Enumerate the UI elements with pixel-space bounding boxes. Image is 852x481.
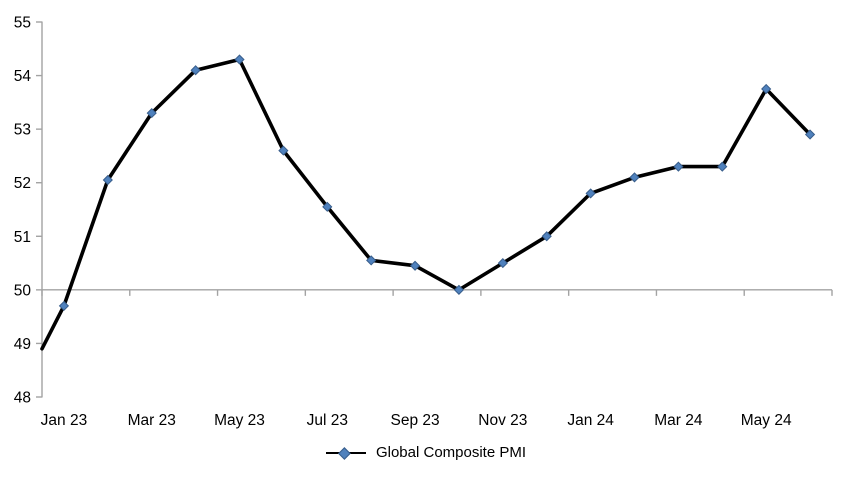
data-point-marker <box>409 260 421 271</box>
data-point-marker <box>585 188 596 199</box>
x-axis-tick-label: Sep 23 <box>390 412 439 429</box>
data-point-marker <box>541 231 552 242</box>
data-point-marker <box>278 145 289 156</box>
data-point-marker <box>804 129 816 140</box>
x-axis-tick-label: May 23 <box>214 412 265 429</box>
data-point-marker <box>761 83 772 95</box>
y-axis-tick-label: 51 <box>14 229 31 246</box>
data-point-marker <box>322 201 333 212</box>
y-axis-tick-label: 50 <box>14 282 32 299</box>
data-point-marker <box>190 65 201 76</box>
legend-label: Global Composite PMI <box>375 444 527 461</box>
data-point-marker <box>629 172 640 183</box>
x-axis-tick-label: Jul 23 <box>307 412 348 429</box>
data-point-marker <box>717 161 728 172</box>
y-axis-tick-label: 49 <box>14 336 31 353</box>
data-point-marker <box>453 284 465 295</box>
x-axis-tick-label: May 24 <box>741 412 792 429</box>
data-point-marker <box>58 300 70 312</box>
plot-area-svg: 48 49 50 51 52 53 54 55 Jan 23 Mar 23 May 23 Jul 23… <box>14 15 833 429</box>
y-axis-tick-label: 52 <box>14 175 31 192</box>
x-axis-tick-label: Mar 24 <box>654 412 703 429</box>
legend-line-sample <box>325 446 366 460</box>
legend: Global Composite PMI <box>0 442 852 464</box>
data-point-marker <box>102 174 113 186</box>
x-axis-tick-label: Mar 23 <box>128 412 176 429</box>
y-axis-tick-label: 48 <box>14 390 31 407</box>
data-point-marker <box>366 255 377 266</box>
y-axis-tick-label: 55 <box>14 15 31 32</box>
x-axis-tick-label: Jan 23 <box>41 412 88 429</box>
data-point-marker <box>673 161 684 172</box>
data-point-marker <box>497 257 508 269</box>
x-axis-tick-label: Nov 23 <box>478 412 527 429</box>
data-point-marker <box>146 107 157 119</box>
x-axis-tick-label: Jan 24 <box>567 412 614 429</box>
pmi-series-line <box>40 57 812 351</box>
data-point-marker <box>234 54 245 65</box>
y-axis-tick-label: 53 <box>14 122 31 139</box>
y-axis-tick-label: 54 <box>14 68 32 85</box>
legend-diamond-marker-icon <box>338 446 351 460</box>
